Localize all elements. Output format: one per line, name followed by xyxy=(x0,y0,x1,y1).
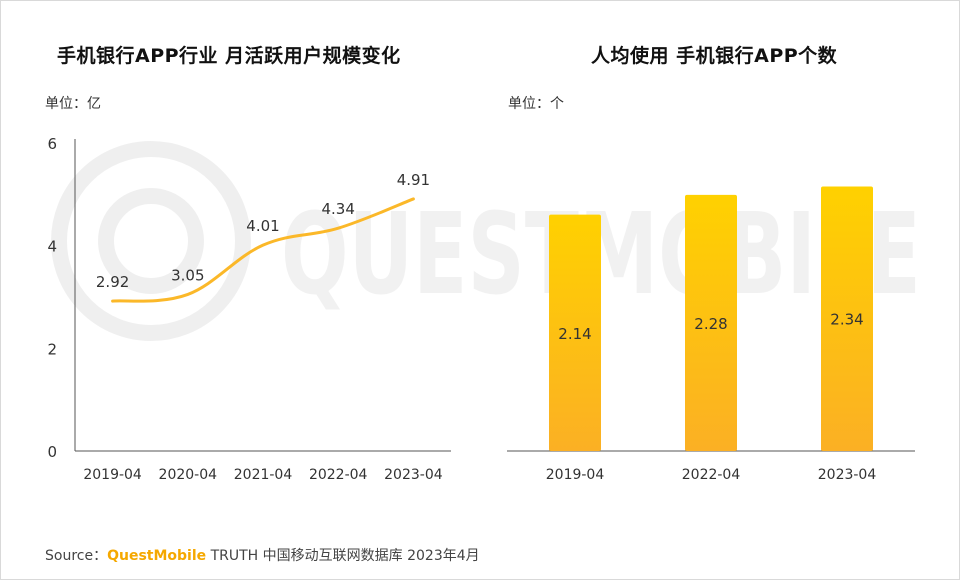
x-tick-label: 2020-04 xyxy=(159,467,218,483)
bar-chart-unit: 单位：个 xyxy=(508,96,564,112)
bar xyxy=(549,214,601,451)
series-line xyxy=(111,197,415,303)
x-tick-label: 2022-04 xyxy=(682,467,741,483)
x-tick-label: 2023-04 xyxy=(384,467,443,483)
x-tick-label: 2019-04 xyxy=(546,467,605,483)
source-prefix: Source： xyxy=(45,548,108,564)
bar xyxy=(821,186,873,451)
data-label: 2.28 xyxy=(694,315,727,333)
line-chart-unit: 单位：亿 xyxy=(45,96,101,112)
bar-chart-title: 人均使用 手机银行APP个数 xyxy=(591,45,838,67)
data-label: 4.01 xyxy=(246,217,279,235)
line-chart: 0 2 4 6 2019-04 2020-04 2021-04 2022-04 2023-04 2… xyxy=(47,135,451,483)
bar xyxy=(685,194,737,451)
source-brand: QuestMobile xyxy=(107,548,207,564)
source-note: Source：QuestMobile TRUTH 中国移动互联网数据库 2023… xyxy=(45,545,480,565)
x-tick-label: 2023-04 xyxy=(818,467,877,483)
x-tick-label: 2021-04 xyxy=(234,467,293,483)
x-tick-label: 2019-04 xyxy=(83,467,142,483)
y-tick-label: 4 xyxy=(47,238,57,256)
y-tick-label: 0 xyxy=(47,443,57,461)
x-tick-label: 2022-04 xyxy=(309,467,368,483)
bar-chart: 2.14 2019-04 2.28 2022-04 2.34 2023-04 xyxy=(507,186,915,483)
line-chart-title: 手机银行APP行业 月活跃用户规模变化 xyxy=(57,45,401,67)
data-label: 4.91 xyxy=(397,171,430,189)
data-label: 3.05 xyxy=(171,266,204,284)
data-label: 2.14 xyxy=(558,325,591,343)
data-label: 2.92 xyxy=(96,273,129,291)
data-label: 2.34 xyxy=(830,311,863,329)
y-tick-label: 6 xyxy=(47,135,57,153)
source-rest: TRUTH 中国移动互联网数据库 2023年4月 xyxy=(206,548,480,564)
y-tick-label: 2 xyxy=(47,340,57,358)
data-label: 4.34 xyxy=(321,200,354,218)
